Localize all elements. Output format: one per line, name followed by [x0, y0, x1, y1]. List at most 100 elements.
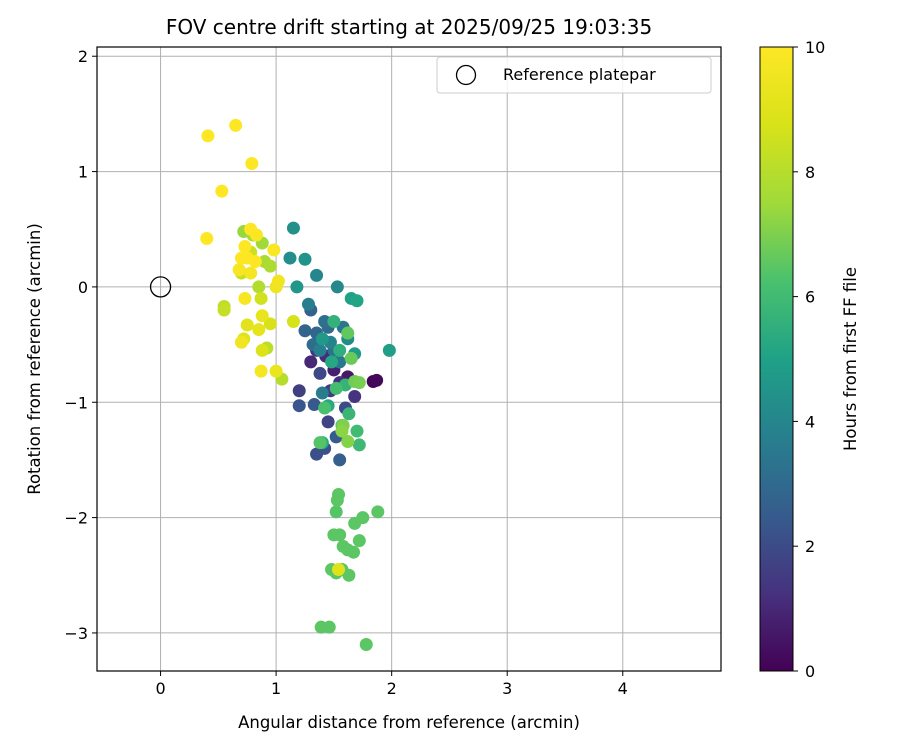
- data-point: [313, 366, 327, 380]
- x-axis-ticks: 0 1 2 3 4: [155, 671, 628, 698]
- x-tick-label: 2: [387, 679, 397, 698]
- data-point: [352, 438, 366, 452]
- y-tick-label: 0: [78, 278, 88, 297]
- data-point: [333, 343, 347, 357]
- colorbar-tick-label: 10: [805, 38, 825, 57]
- data-point: [244, 266, 258, 280]
- data-point: [325, 355, 339, 369]
- colorbar-tick-label: 6: [805, 288, 815, 307]
- x-tick-label: 3: [502, 679, 512, 698]
- data-point: [234, 251, 248, 265]
- data-point: [341, 326, 355, 340]
- data-point: [344, 351, 358, 365]
- data-point: [342, 568, 356, 582]
- data-point: [263, 259, 277, 273]
- data-point: [313, 436, 327, 450]
- data-point: [292, 384, 306, 398]
- legend-marker: [455, 64, 477, 86]
- data-point: [254, 364, 268, 378]
- data-point: [315, 332, 329, 346]
- x-tick-label: 1: [271, 679, 281, 698]
- data-point: [298, 252, 312, 266]
- data-point: [304, 355, 318, 369]
- legend: Reference platepar: [436, 56, 712, 94]
- data-point: [263, 317, 277, 331]
- data-point: [318, 315, 332, 329]
- data-point: [232, 263, 246, 277]
- colorbar-tick-label: 8: [805, 163, 815, 182]
- data-point: [254, 291, 268, 305]
- data-point: [329, 381, 343, 395]
- plot-frame: [96, 46, 722, 672]
- y-tick-label: 2: [78, 47, 88, 66]
- data-point: [248, 255, 262, 269]
- data-point: [335, 424, 349, 438]
- data-point: [217, 303, 231, 317]
- data-point: [333, 528, 347, 542]
- grid: [97, 47, 721, 671]
- y-tick-label: −1: [64, 393, 88, 412]
- data-point: [347, 545, 361, 559]
- y-tick-label: −3: [64, 624, 88, 643]
- data-point: [348, 389, 362, 403]
- data-point: [252, 280, 266, 294]
- data-point: [286, 221, 300, 235]
- data-point: [229, 118, 243, 132]
- data-point: [255, 343, 269, 357]
- data-point: [322, 620, 336, 634]
- data-point: [332, 488, 346, 502]
- data-point: [238, 240, 252, 254]
- legend-entry-reference: Reference platepar: [503, 65, 656, 84]
- colorbar-ticks: 0 2 4 6 8 10: [793, 38, 825, 681]
- data-point: [332, 562, 346, 576]
- data-point: [342, 407, 356, 421]
- data-point: [255, 309, 269, 323]
- data-point: [341, 434, 355, 448]
- colorbar-gradient: [759, 46, 794, 672]
- y-tick-label: 1: [78, 163, 88, 182]
- data-point: [307, 398, 321, 412]
- data-point: [271, 274, 285, 288]
- data-point: [313, 343, 327, 357]
- data-point: [330, 280, 344, 294]
- x-tick-label: 4: [618, 679, 628, 698]
- data-point: [327, 315, 341, 329]
- colorbar-tick-label: 4: [805, 412, 815, 431]
- data-point: [201, 129, 215, 143]
- data-point: [350, 424, 364, 438]
- data-point: [359, 637, 373, 651]
- colorbar-tick-label: 2: [805, 537, 815, 556]
- data-point: [370, 373, 384, 387]
- data-point: [315, 386, 329, 400]
- data-point: [290, 280, 304, 294]
- data-points: [200, 118, 396, 651]
- reference-point: [149, 276, 172, 298]
- data-point: [292, 399, 306, 413]
- colorbar: 0 2 4 6 8 10 Hours from first FF file: [759, 38, 860, 681]
- data-point: [234, 335, 248, 349]
- data-point: [244, 222, 258, 236]
- x-tick-label: 0: [155, 679, 165, 698]
- y-axis-label: Rotation from reference (arcmin): [25, 223, 44, 495]
- data-point: [321, 415, 335, 429]
- data-point: [298, 324, 312, 338]
- data-point: [267, 243, 281, 257]
- data-point: [310, 268, 324, 282]
- data-point: [238, 291, 252, 305]
- x-axis-label: Angular distance from reference (arcmin): [238, 713, 580, 732]
- data-point: [352, 534, 366, 548]
- data-point: [356, 511, 370, 525]
- data-point: [371, 505, 385, 519]
- data-point: [333, 453, 347, 467]
- data-point: [286, 315, 300, 329]
- colorbar-tick-label: 0: [805, 662, 815, 681]
- data-point: [200, 231, 214, 245]
- data-point: [269, 364, 283, 378]
- y-tick-label: −2: [64, 509, 88, 528]
- data-point: [240, 318, 254, 332]
- data-point: [245, 156, 259, 170]
- data-point: [350, 294, 364, 308]
- legend-box: [436, 56, 712, 94]
- y-axis-ticks: 2 1 0 −1 −2 −3: [64, 47, 97, 643]
